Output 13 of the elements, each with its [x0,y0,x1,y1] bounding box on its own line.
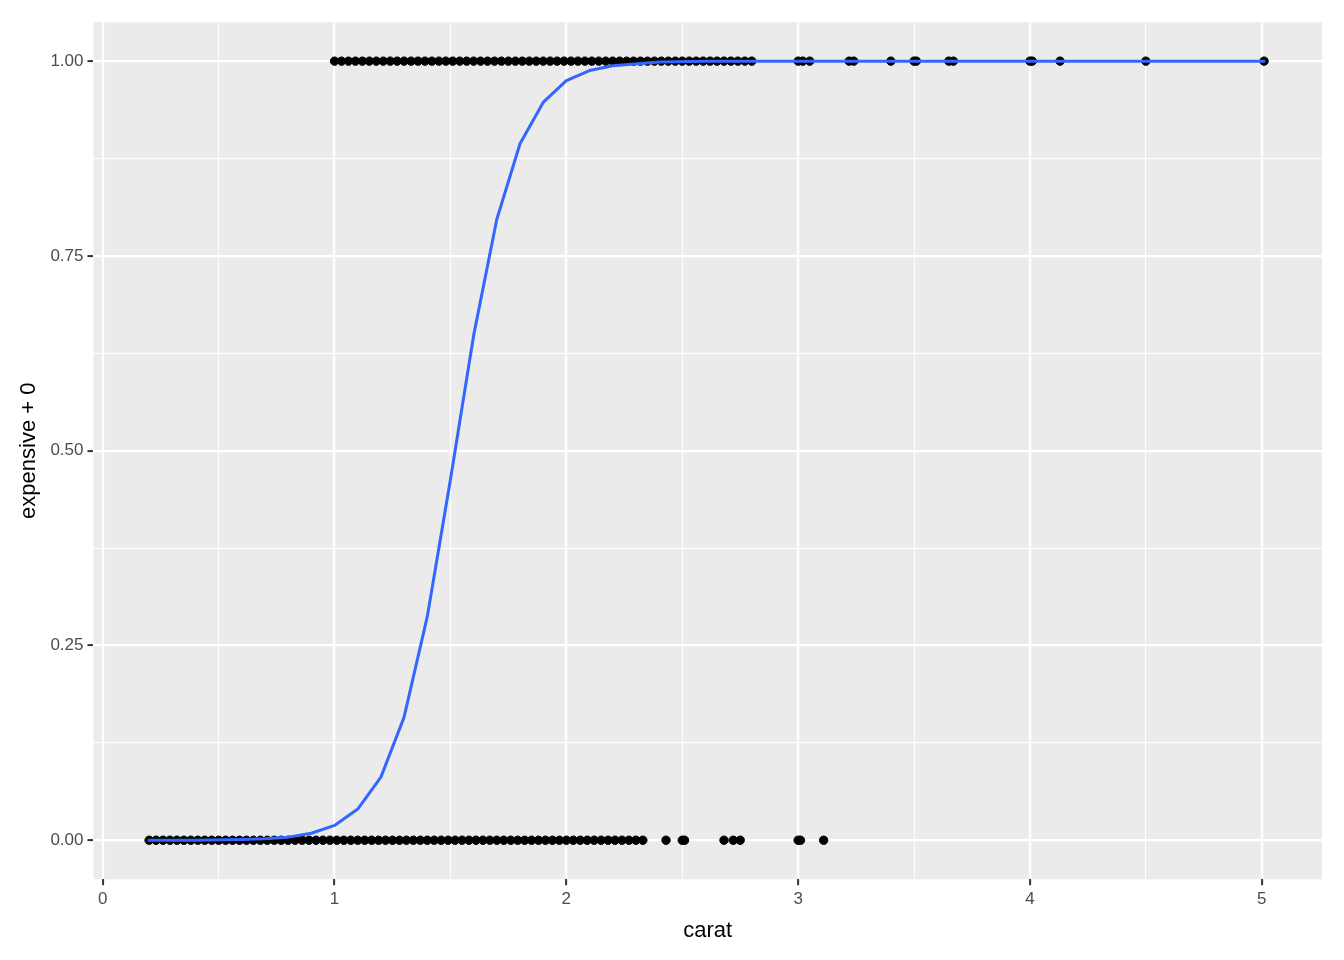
y-tick-label: 0.00 [50,829,84,849]
y-tick-label: 1.00 [50,50,84,70]
x-axis-title: carat [683,916,733,942]
y-tick-label: 0.75 [50,245,84,265]
y-axis-title: expensive + 0 [15,382,41,519]
x-tick-label: 5 [1257,889,1267,909]
x-tick-label: 2 [561,889,572,909]
x-tick-label: 3 [793,889,803,909]
y-tick-label: 0.25 [50,635,84,655]
x-tick-label: 4 [1025,889,1035,909]
y-tick-label: 0.50 [50,440,84,460]
x-tick-label: 0 [98,889,108,909]
x-tick-label: 1 [329,889,340,909]
